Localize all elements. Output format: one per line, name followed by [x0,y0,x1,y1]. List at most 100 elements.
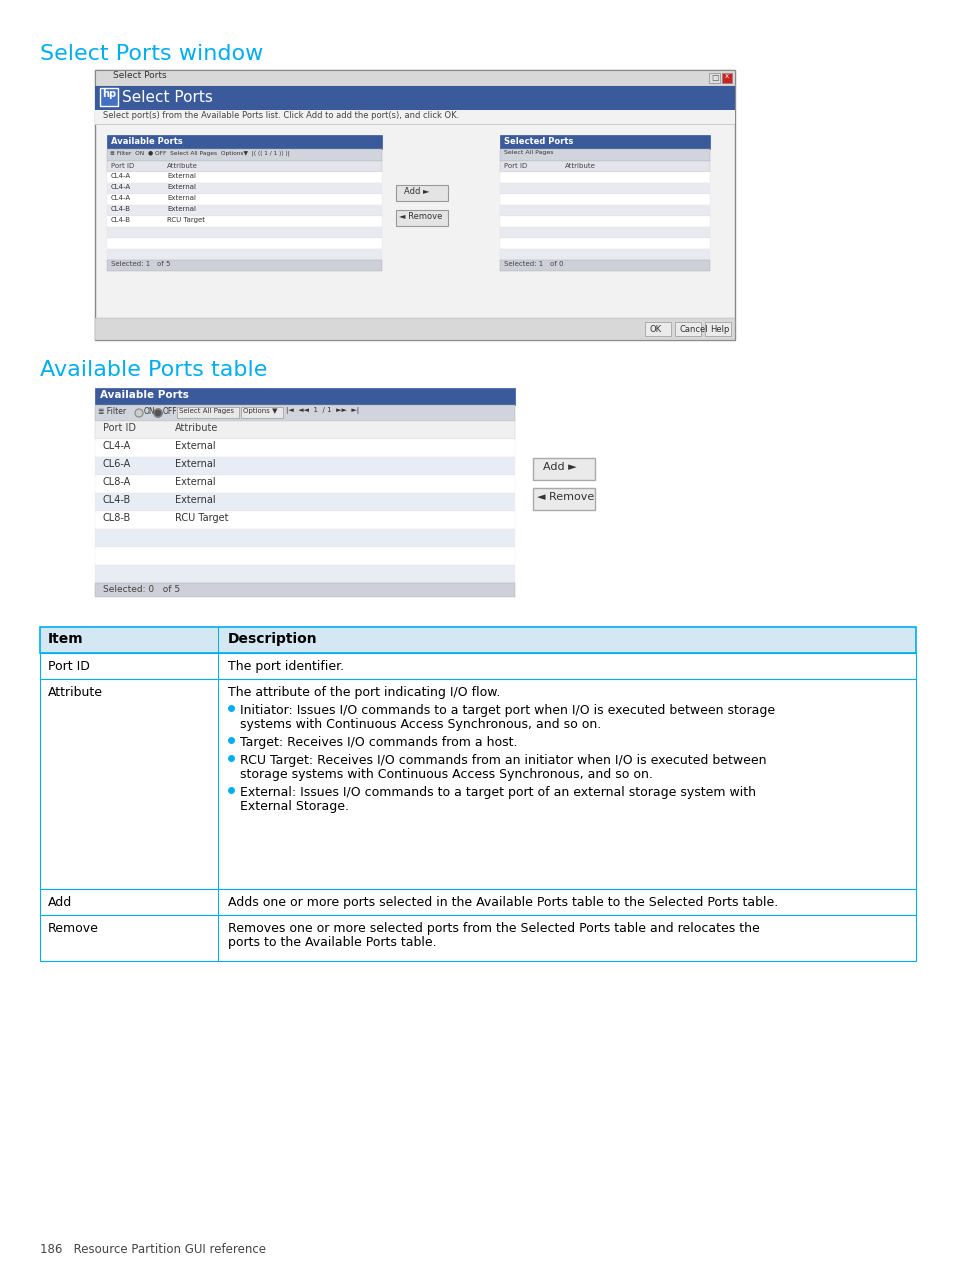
Bar [95,70,734,341]
Text: OFF: OFF [163,407,177,416]
Text: Port ID: Port ID [103,423,136,433]
Text: Remove: Remove [48,921,99,935]
Text: ON: ON [144,407,155,416]
Text: Options ▼: Options ▼ [243,408,277,414]
Bar [107,205,381,216]
Text: Attribute: Attribute [564,163,596,169]
Bar [499,261,709,271]
Text: Available Ports: Available Ports [111,136,183,145]
Text: Target: Receives I/O commands from a host.: Target: Receives I/O commands from a hos… [240,736,517,749]
Text: CL6-A: CL6-A [103,459,132,469]
Bar [107,216,381,228]
Bar [107,228,381,238]
Bar [395,210,448,226]
Text: |◄  ◄◄  1  / 1  ►►  ►|: |◄ ◄◄ 1 / 1 ►► ►| [286,407,358,414]
Text: ☐: ☐ [710,74,718,83]
Text: ≣ Filter: ≣ Filter [98,407,126,416]
Bar [95,388,515,405]
Bar [395,186,448,201]
Bar [40,653,915,679]
Bar [499,216,709,228]
Bar [107,161,381,172]
Bar [107,149,381,161]
Text: The attribute of the port indicating I/O flow.: The attribute of the port indicating I/O… [228,686,500,699]
Text: ports to the Available Ports table.: ports to the Available Ports table. [228,935,436,949]
Bar [499,228,709,238]
Text: OK: OK [649,325,661,334]
Bar [107,249,381,261]
Text: Add ►: Add ► [542,461,576,472]
Circle shape [135,409,143,417]
Text: 186   Resource Partition GUI reference: 186 Resource Partition GUI reference [40,1243,266,1256]
Bar [95,458,515,475]
Bar [95,421,515,438]
Bar [218,915,219,961]
Text: The port identifier.: The port identifier. [228,660,344,674]
Bar [95,111,734,125]
Bar [704,322,730,336]
Bar [95,405,515,421]
Text: Item: Item [48,632,84,646]
Text: Selected: 1   of 0: Selected: 1 of 0 [503,262,563,267]
Bar [218,888,219,915]
Text: External: External [167,206,195,212]
Text: Selected Ports: Selected Ports [503,136,573,145]
Bar [95,475,515,493]
Bar [721,72,731,83]
Bar [499,249,709,261]
Bar [40,679,915,888]
Bar [95,547,515,566]
Text: External: External [174,459,215,469]
Text: Description: Description [228,632,317,646]
Text: External: External [174,494,215,505]
Text: Cancel: Cancel [679,325,708,334]
Text: External: External [167,194,195,201]
Text: Select Ports window: Select Ports window [40,44,263,64]
Text: Attribute: Attribute [174,423,218,433]
Text: CL8-B: CL8-B [103,513,132,522]
Bar [40,915,915,961]
Text: systems with Continuous Access Synchronous, and so on.: systems with Continuous Access Synchrono… [240,718,600,731]
Bar [95,511,515,529]
Text: CL4-B: CL4-B [111,217,131,222]
Bar [218,627,219,653]
Text: CL4-A: CL4-A [111,184,131,189]
Bar [675,322,700,336]
Bar [107,172,381,183]
Bar [241,407,283,418]
Bar [95,318,734,341]
Text: Select Ports: Select Ports [112,71,167,80]
Bar [499,172,709,183]
Text: ◄ Remove: ◄ Remove [398,212,442,221]
Bar [95,566,515,583]
Text: CL4-B: CL4-B [103,494,132,505]
Text: Port ID: Port ID [48,660,90,674]
Text: Select port(s) from the Available Ports list. Click Add to add the port(s), and : Select port(s) from the Available Ports … [103,111,458,119]
Bar [107,194,381,205]
Bar [499,161,709,172]
Text: ≣ Filter  ON  ● OFF  Select All Pages  Options▼  |⟨ ⟨⟨ 1 / 1 ⟩⟩ ⟩|: ≣ Filter ON ● OFF Select All Pages Optio… [110,150,290,156]
Text: Selected: 0   of 5: Selected: 0 of 5 [103,585,180,594]
Bar [95,583,515,597]
Bar [499,205,709,216]
Bar [95,86,734,111]
Text: Adds one or more ports selected in the Available Ports table to the Selected Por: Adds one or more ports selected in the A… [228,896,778,909]
Text: External Storage.: External Storage. [240,799,349,813]
Text: Add: Add [48,896,72,909]
Text: RCU Target: Receives I/O commands from an initiator when I/O is executed between: RCU Target: Receives I/O commands from a… [240,754,765,766]
Bar [218,653,219,679]
Bar [499,149,709,161]
Text: storage systems with Continuous Access Synchronous, and so on.: storage systems with Continuous Access S… [240,768,652,780]
Text: External: External [167,173,195,179]
Bar [95,493,515,511]
Text: Available Ports table: Available Ports table [40,360,267,380]
Text: Help: Help [709,325,729,334]
Bar [40,888,915,915]
Text: RCU Target: RCU Target [167,217,205,222]
Text: Select All Pages: Select All Pages [179,408,233,414]
Circle shape [153,409,162,417]
Text: CL4-A: CL4-A [111,194,131,201]
Text: Select Ports: Select Ports [122,90,213,105]
Bar [40,627,915,653]
Bar [107,261,381,271]
